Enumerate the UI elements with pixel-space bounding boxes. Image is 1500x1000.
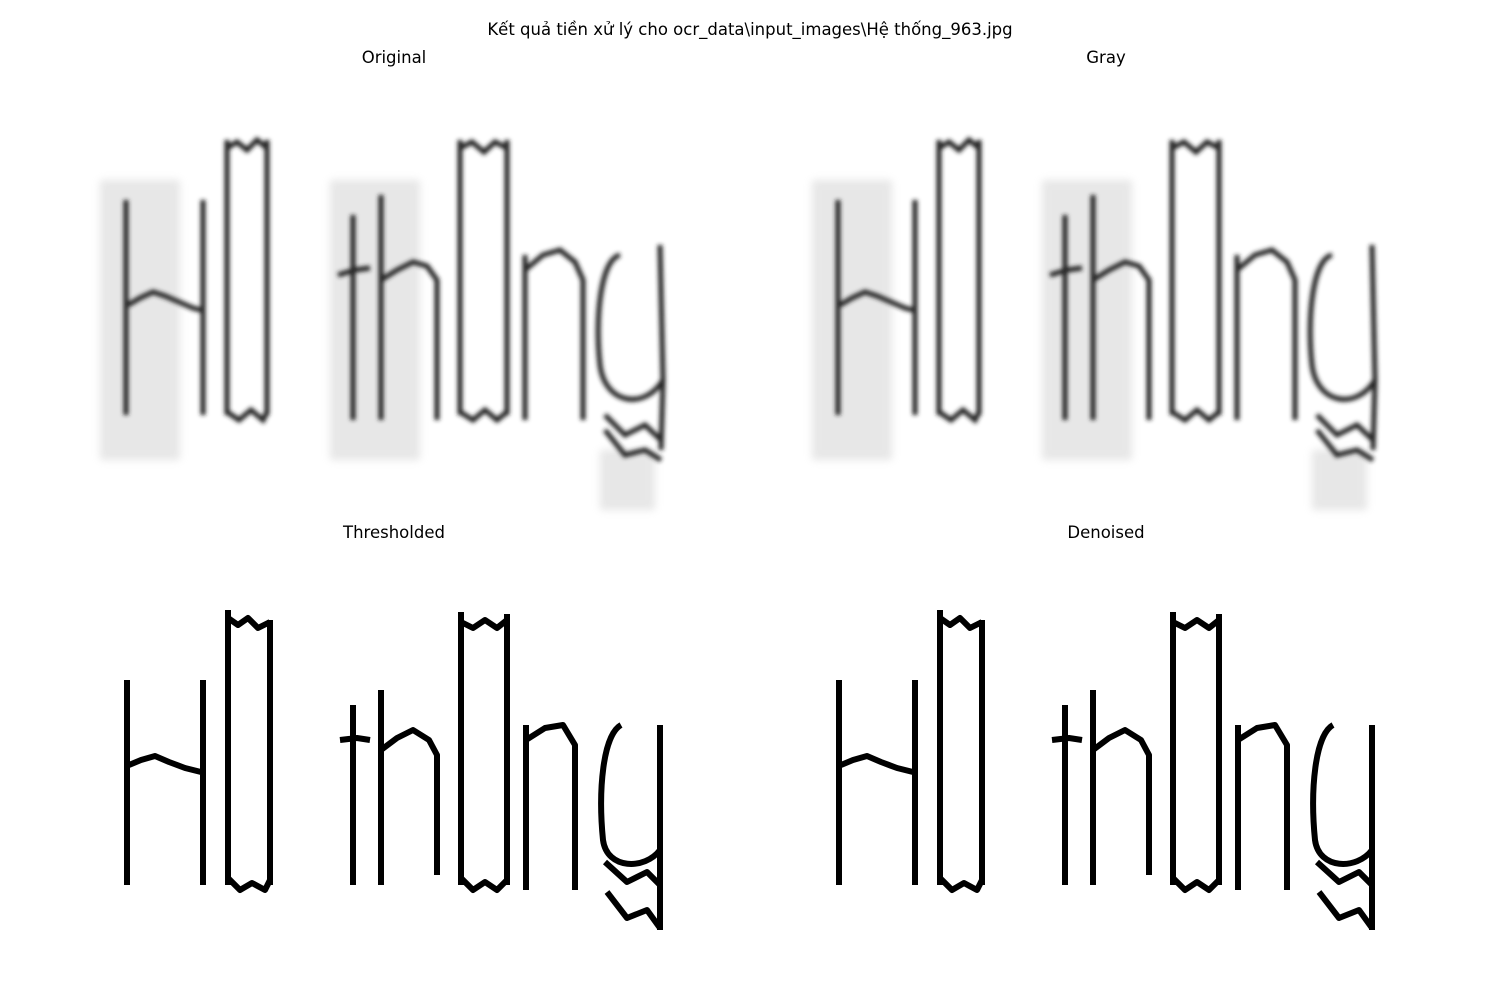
panel-title-gray: Gray — [1086, 48, 1126, 67]
ghost-shadow — [812, 180, 1367, 510]
panel-gray-image — [807, 120, 1407, 520]
glyph-group — [835, 136, 1378, 463]
figure-title: Kết quả tiền xử lý cho ocr_data\input_im… — [487, 20, 1013, 39]
panel-thresholded-image — [95, 600, 695, 940]
ghost-shadow — [100, 180, 655, 510]
glyph-group — [123, 136, 666, 463]
panel-denoised-image — [807, 600, 1407, 940]
panel-original-image — [95, 120, 695, 520]
gray-word-image — [812, 136, 1378, 510]
original-word-image — [100, 136, 666, 510]
glyph-group — [124, 610, 663, 930]
panel-title-denoised: Denoised — [1067, 523, 1145, 542]
glyph-group — [836, 610, 1375, 930]
thresholded-word-image — [124, 610, 663, 930]
denoised-word-image — [836, 610, 1375, 930]
panel-title-thresholded: Thresholded — [343, 523, 445, 542]
panel-title-original: Original — [361, 48, 427, 67]
